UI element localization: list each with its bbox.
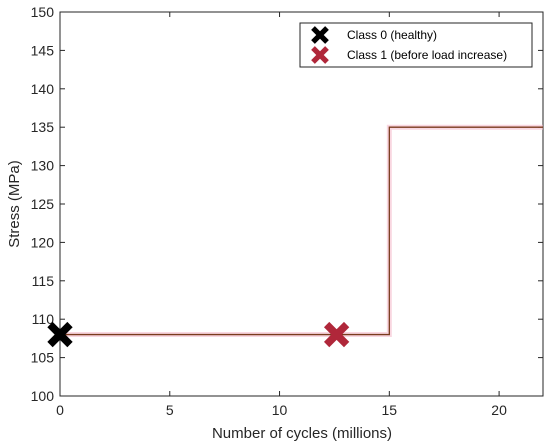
y-axis-title: Stress (MPa) <box>6 160 23 248</box>
legend-label-0: Class 0 (healthy) <box>347 28 437 42</box>
legend-marker-1 <box>311 46 329 64</box>
legend-box <box>299 22 533 68</box>
plot-area: 0 5 10 15 20 100 105 110 115 120 125 130 135 140 145 15… <box>31 4 544 418</box>
y-tick-label: 140 <box>31 81 55 97</box>
y-tick-label: 150 <box>31 4 55 20</box>
y-tick-label: 110 <box>32 311 55 327</box>
legend-label-1: Class 1 (before load increase) <box>347 48 507 62</box>
y-tick-label: 100 <box>31 388 55 404</box>
x-tick-label: 15 <box>382 402 398 418</box>
legend-marker-1-stroke <box>311 46 329 64</box>
axes-box <box>59 11 544 397</box>
legend-marker-0 <box>311 26 329 44</box>
class-0-marker <box>47 321 73 348</box>
y-tick-label: 120 <box>31 234 55 250</box>
y-tick-label: 115 <box>32 273 55 289</box>
x-axis-title: Number of cycles (millions) <box>212 425 392 442</box>
y-tick-label: 105 <box>31 350 55 366</box>
legend-marker-0-stroke <box>311 26 329 44</box>
y-tick-label: 145 <box>31 42 55 58</box>
x-tick-label: 0 <box>56 402 64 418</box>
legend: Class 0 (healthy) Class 1 (before load in… <box>299 22 533 68</box>
stress-line-halo <box>60 124 543 338</box>
class-0-marker-stroke <box>47 321 73 348</box>
class-1-marker-stroke <box>323 321 350 348</box>
y-tick-label: 135 <box>31 119 55 135</box>
y-tick-label: 125 <box>31 196 55 212</box>
x-tick-label: 5 <box>166 402 174 418</box>
y-tick-label: 130 <box>31 158 55 174</box>
x-tick-label: 20 <box>491 402 507 418</box>
class-1-marker <box>323 321 350 348</box>
stress-step-line <box>60 126 543 336</box>
x-tick-label: 10 <box>272 402 288 418</box>
